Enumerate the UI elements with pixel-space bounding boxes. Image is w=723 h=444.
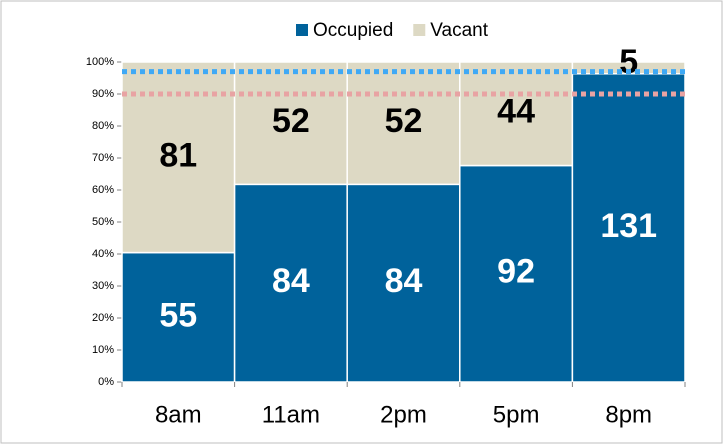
y-tick-label: 30%	[92, 280, 114, 292]
bar-segment	[121, 251, 236, 383]
y-tick-label: 50%	[92, 216, 114, 228]
y-tick-label: 10%	[92, 344, 114, 356]
bar-segment	[459, 61, 574, 167]
bar-segment	[571, 73, 686, 383]
legend-label: Vacant	[430, 20, 488, 41]
bar-segment	[346, 61, 461, 186]
y-tick-label: 0%	[98, 376, 114, 388]
value-label: 52	[385, 102, 423, 140]
legend-swatch	[413, 24, 426, 36]
y-tick-label: 80%	[92, 120, 114, 132]
bar-segment	[233, 61, 348, 186]
bar-segment	[346, 183, 461, 383]
value-label: 84	[385, 262, 423, 300]
value-label: 5	[619, 43, 638, 81]
y-tick-label: 90%	[92, 88, 114, 100]
value-label: 84	[272, 262, 310, 300]
y-tick-label: 70%	[92, 152, 114, 164]
x-tick-label: 8pm	[605, 401, 652, 428]
y-tick-label: 60%	[92, 184, 114, 196]
value-label: 55	[159, 296, 197, 334]
y-tick-label: 100%	[86, 56, 114, 68]
value-label: 44	[497, 93, 535, 131]
value-label: 81	[159, 136, 197, 174]
value-label: 131	[600, 207, 657, 245]
x-tick-label: 8am	[155, 401, 202, 428]
legend-swatch	[296, 24, 308, 36]
x-tick-label: 5pm	[493, 401, 540, 428]
value-label: 52	[272, 102, 310, 140]
x-tick-label: 2pm	[380, 401, 427, 428]
y-tick-label: 40%	[92, 248, 114, 260]
bar-segment	[459, 164, 574, 383]
y-tick-label: 20%	[92, 312, 114, 324]
value-label: 92	[497, 253, 535, 291]
legend-label: Occupied	[313, 20, 393, 41]
x-tick-label: 11am	[262, 401, 320, 428]
